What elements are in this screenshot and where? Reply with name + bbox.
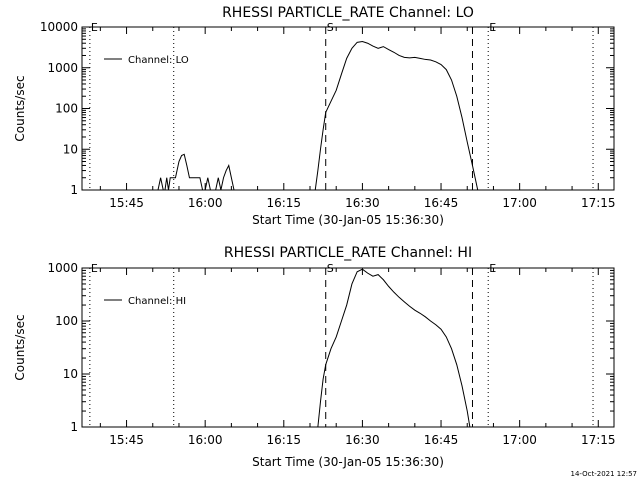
x-tick-label: 15:45 [109, 433, 144, 447]
x-axis-label: Start Time (30-Jan-05 15:36:30) [252, 213, 444, 227]
y-tick-label: 1000 [47, 261, 78, 275]
legend-label: Channel: HI [128, 296, 186, 307]
plot-timestamp: 14-Oct-2021 12:57 [571, 470, 637, 478]
x-tick-label: 16:00 [188, 196, 223, 210]
x-tick-label: 17:00 [502, 196, 537, 210]
y-tick-label: 1 [70, 420, 78, 434]
plot-frame [81, 26, 615, 191]
series-line [317, 268, 471, 428]
x-axis-label: Start Time (30-Jan-05 15:36:30) [252, 455, 444, 469]
y-axis-label: Counts/sec [13, 75, 27, 141]
x-tick-label: 16:30 [345, 433, 380, 447]
x-tick-label: 16:00 [188, 433, 223, 447]
marker-label: E [489, 262, 496, 275]
hi-channel-panel: RHESSI PARTICLE_RATE Channel: HI Start Ti… [13, 245, 616, 469]
x-tick-label: 15:45 [109, 196, 144, 210]
legend-label: Channel: LO [128, 55, 189, 66]
lo-channel-panel: RHESSI PARTICLE_RATE Channel: LO Start Ti… [13, 5, 616, 227]
y-axis-label: Counts/sec [13, 314, 27, 380]
y-tick-label: 1000 [47, 61, 78, 75]
marker-label: S [327, 262, 334, 275]
x-tick-label: 17:15 [581, 433, 616, 447]
y-tick-label: 100 [55, 314, 78, 328]
y-tick-label: 10 [63, 142, 78, 156]
x-tick-label: 17:00 [502, 433, 537, 447]
y-tick-label: 1 [70, 183, 78, 197]
marker-label: E [489, 21, 496, 34]
y-tick-label: 10000 [40, 20, 78, 34]
y-tick-label: 10 [63, 367, 78, 381]
chart-title: RHESSI PARTICLE_RATE Channel: LO [222, 5, 474, 21]
marker-label: E [91, 262, 98, 275]
x-tick-label: 16:45 [424, 433, 459, 447]
y-tick-label: 100 [55, 102, 78, 116]
marker-label: E [91, 21, 98, 34]
x-tick-label: 16:30 [345, 196, 380, 210]
x-tick-label: 16:15 [266, 433, 301, 447]
x-tick-label: 17:15 [581, 196, 616, 210]
series-line [157, 41, 479, 191]
plot-frame [81, 267, 615, 428]
x-tick-label: 16:15 [266, 196, 301, 210]
marker-label: S [327, 21, 334, 34]
chart-title: RHESSI PARTICLE_RATE Channel: HI [224, 245, 472, 261]
x-tick-label: 16:45 [424, 196, 459, 210]
